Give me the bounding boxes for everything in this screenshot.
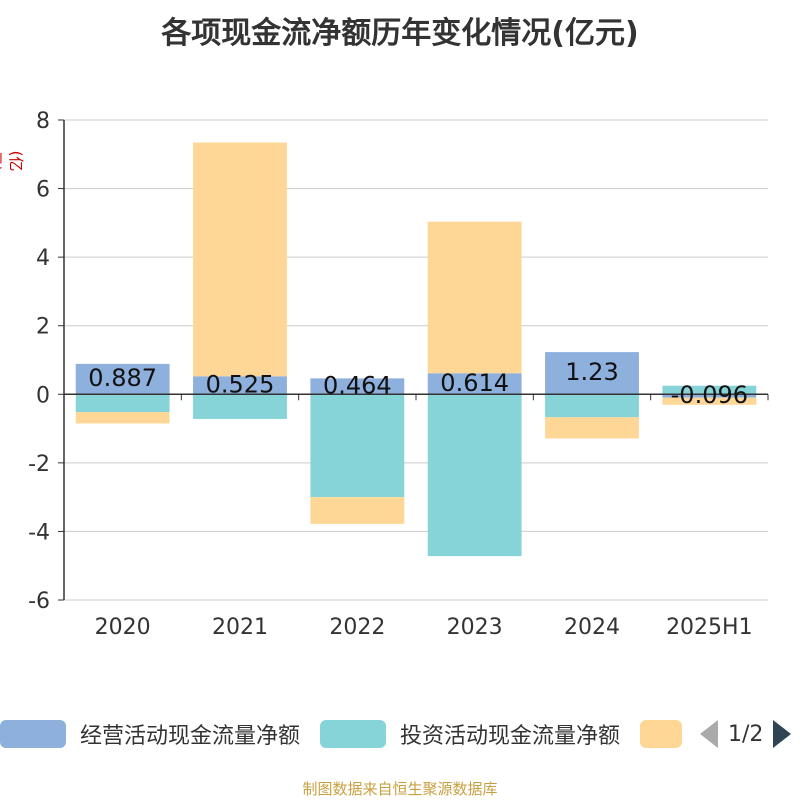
bar-2020-series-1[interactable]: [75, 394, 170, 413]
legend-item-operating[interactable]: 经营活动现金流量净额: [0, 716, 300, 752]
x-tick-label-2020: 2020: [95, 615, 151, 640]
chart-title: 各项现金流净额历年变化情况(亿元): [161, 16, 639, 51]
data-label-2024: 1.23: [565, 358, 618, 386]
data-label-2025H1: -0.096: [671, 381, 748, 409]
legend: 经营活动现金流量净额 投资活动现金流量净额 1/2: [0, 716, 800, 752]
data-label-2023: 0.614: [440, 369, 509, 397]
bar-2021-series-2[interactable]: [193, 142, 287, 377]
bar-2024-series-0[interactable]: [545, 352, 639, 395]
x-tick-label-2024: 2024: [564, 615, 620, 640]
bar-2023-series-0[interactable]: [427, 373, 522, 395]
bar-2020-series-2[interactable]: [75, 412, 170, 424]
bar-2024-series-1[interactable]: [545, 394, 639, 418]
bar-2025H1-series-1[interactable]: [662, 385, 757, 395]
data-labels: 0.887 0.525 0.464 0.614 1.23 -0.096: [88, 358, 748, 409]
y-tick-label: -4: [28, 520, 50, 545]
x-tick-label-2025H1: 2025H1: [666, 615, 753, 640]
grid-lines: [64, 119, 768, 601]
data-label-2022: 0.464: [323, 371, 392, 399]
legend-pager: 1/2: [700, 716, 792, 752]
data-label-2021: 0.525: [206, 370, 275, 398]
x-tick-label-2023: 2023: [447, 615, 503, 640]
x-tick-label-2022: 2022: [329, 615, 385, 640]
y-tick-label: 4: [36, 246, 50, 271]
legend-swatch-operating: [0, 720, 66, 748]
bars: [75, 142, 757, 557]
y-tick-label: -6: [28, 589, 50, 614]
bar-2025H1-series-0[interactable]: [662, 394, 757, 398]
bar-2023-series-2[interactable]: [427, 221, 522, 374]
legend-item-investing[interactable]: 投资活动现金流量净额: [320, 716, 620, 752]
bar-2022-series-2[interactable]: [310, 497, 405, 524]
bar-2025H1-series-2[interactable]: [662, 397, 757, 405]
bar-2022-series-1[interactable]: [310, 394, 405, 498]
legend-label-operating: 经营活动现金流量净额: [80, 724, 301, 749]
y-tick-label: 8: [36, 109, 50, 134]
x-tick-label-2021: 2021: [212, 615, 268, 640]
bar-chart: -6 -4 -2 0 2 4 6 8 2020 2021 2022 2023 2024 2025H1 0.…: [28, 109, 769, 640]
data-label-2020: 0.887: [88, 364, 157, 392]
legend-next-page-icon[interactable]: [773, 720, 792, 748]
bar-2020-series-0[interactable]: [75, 363, 170, 395]
bar-2023-series-1[interactable]: [427, 394, 522, 557]
y-tick-label: 0: [36, 383, 50, 408]
axes: -6 -4 -2 0 2 4 6 8 2020 2021 2022 2023 2024 2025H1: [28, 109, 769, 640]
bar-2021-series-0[interactable]: [193, 376, 287, 395]
legend-page-indicator: 1/2: [728, 721, 764, 747]
legend-prev-page-icon[interactable]: [700, 720, 718, 748]
legend-label-investing: 投资活动现金流量净额: [400, 724, 621, 749]
y-tick-label: 2: [36, 315, 50, 340]
legend-item-financing[interactable]: [640, 716, 696, 752]
y-tick-label: -2: [28, 452, 50, 477]
legend-swatch-investing: [320, 720, 386, 748]
bar-2024-series-2[interactable]: [545, 417, 639, 439]
bar-2021-series-1[interactable]: [193, 394, 287, 419]
legend-swatch-financing: [640, 720, 682, 748]
y-tick-label: 6: [36, 178, 50, 203]
data-source-note: 制图数据来自恒生聚源数据库: [302, 780, 498, 798]
bar-2022-series-0[interactable]: [310, 378, 405, 395]
